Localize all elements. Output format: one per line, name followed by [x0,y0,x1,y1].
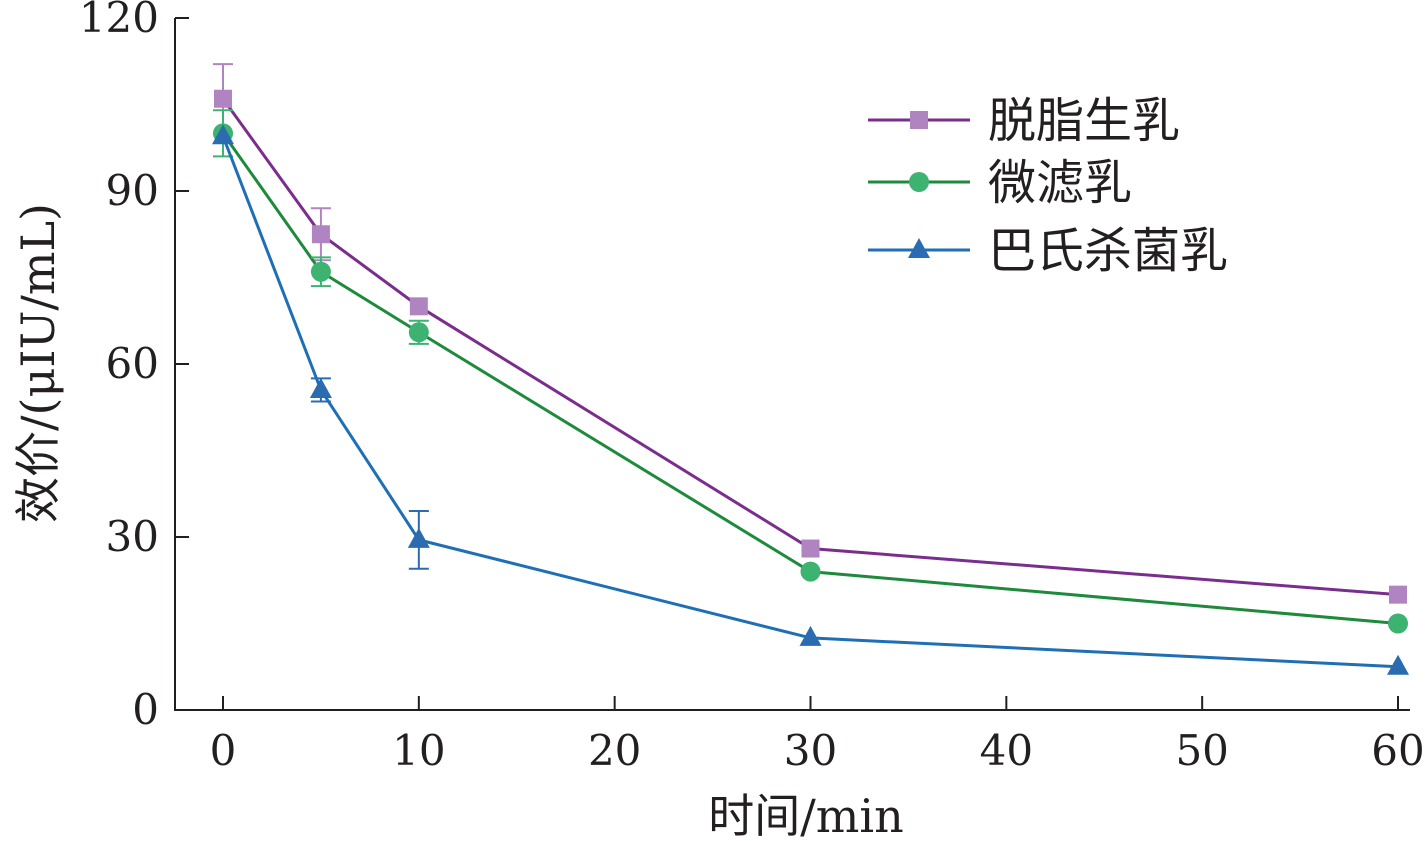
x-tick-label: 60 [1371,726,1424,775]
legend-marker [910,111,928,129]
series-0 [213,63,1407,604]
legend-label: 脱脂生乳 [988,93,1180,149]
y-tick-label: 30 [106,512,159,561]
axis-lines [174,18,1410,711]
data-point [311,225,330,244]
axes: 0 30 60 90 120 0 10 20 30 40 50 60 [79,0,1425,775]
y-tick-label: 120 [79,0,159,42]
x-tick-label: 0 [210,726,237,775]
data-point [801,539,820,558]
data-point [1388,613,1408,634]
series-2 [212,124,1409,675]
legend-marker [909,172,929,192]
series-1 [213,109,1408,634]
legend-item-2: 巴氏杀菌乳 [868,223,1228,279]
legend-item-0: 脱脂生乳 [868,93,1180,149]
data-point [1389,585,1407,604]
data-point [310,261,331,282]
series-line [221,135,1399,669]
data-point [212,124,234,145]
data-point [309,377,332,398]
legend-label: 微滤乳 [988,155,1132,211]
x-tick-label: 40 [980,726,1033,775]
x-tick-label: 20 [588,726,641,775]
data-point [799,625,822,646]
x-tick-label: 30 [784,726,837,775]
data-point [800,561,821,582]
data-point [408,322,429,343]
series-line [221,97,1399,597]
x-tick-label: 50 [1175,726,1228,775]
y-axis-title: 效价/(μIU/mL) [11,203,65,523]
legend-item-1: 微滤乳 [868,155,1132,211]
data-point [409,297,428,316]
y-tick-label: 0 [132,685,159,734]
data-point [214,89,232,108]
data-point [407,527,430,548]
series-layer [212,63,1409,675]
x-tick-label: 10 [392,726,445,775]
x-axis-title: 时间/min [708,789,903,841]
data-point [1387,654,1409,675]
y-tick-label: 60 [106,339,159,388]
y-tick-label: 90 [106,166,159,215]
legend-marker [908,238,930,258]
legend-label: 巴氏杀菌乳 [988,223,1228,279]
